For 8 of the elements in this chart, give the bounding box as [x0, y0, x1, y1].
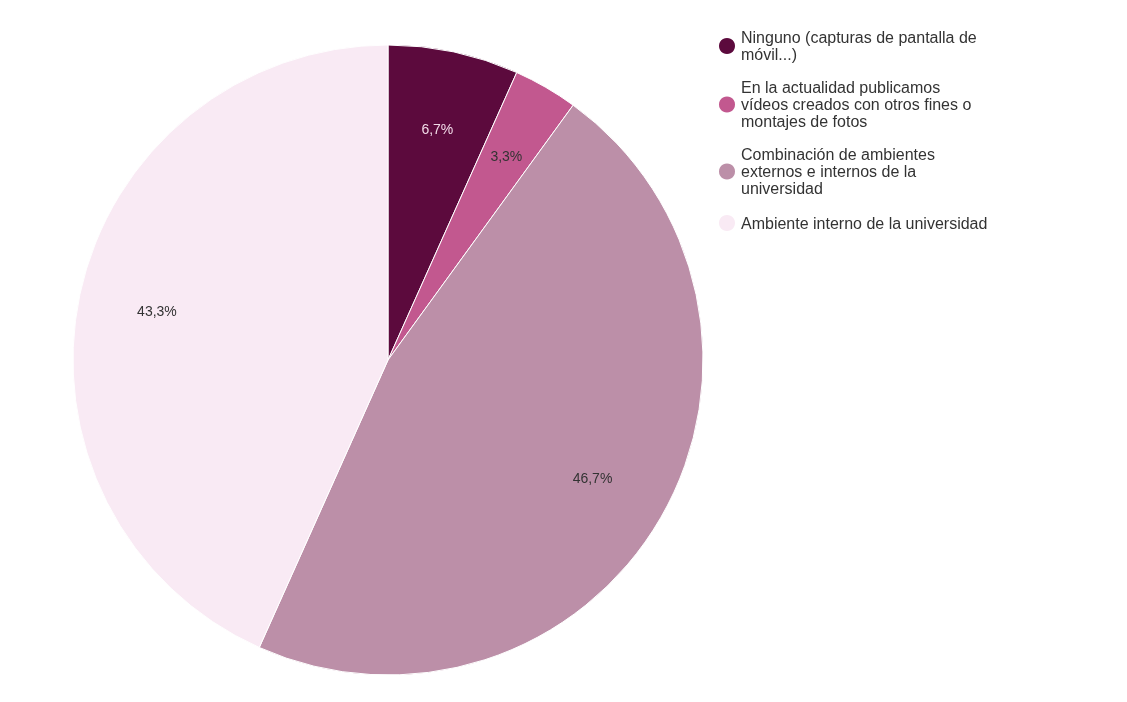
data-label: 46,7% [572, 470, 613, 487]
legend-label: En la actualidad publicamos vídeos creados con otros fines o montajes de fotos [741, 79, 976, 130]
data-label: 3,3% [490, 147, 523, 164]
legend-label: Combinación de ambientes externos e internos de la universidad [741, 146, 940, 197]
legend-label: Ambiente interno de la universidad [741, 214, 988, 232]
legend-label: Ninguno (capturas de pantalla de móvil...) [741, 29, 982, 63]
data-label: 6,7% [421, 120, 454, 137]
data-label: 43,3% [137, 302, 177, 319]
